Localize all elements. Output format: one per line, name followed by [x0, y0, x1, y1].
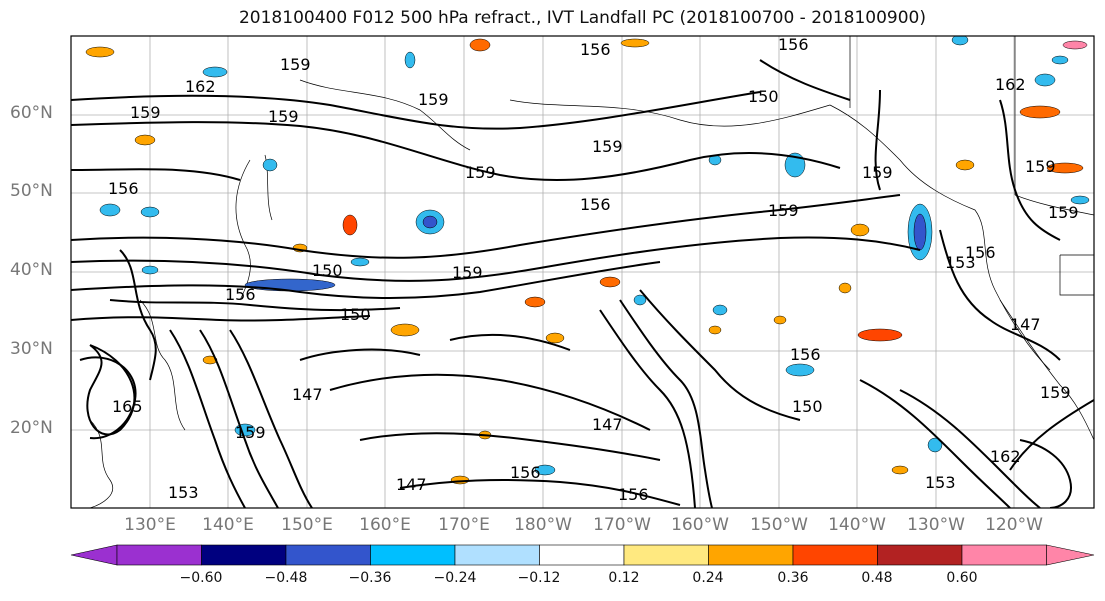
lat-label-20n: 20°N — [10, 418, 53, 438]
contour-label: 159 — [768, 201, 799, 220]
colorbar-tick-label: −0.36 — [348, 570, 392, 586]
contour-label: 156 — [965, 243, 996, 262]
contour-label: 156 — [225, 285, 256, 304]
contour-label: 150 — [792, 397, 823, 416]
contour-label: 153 — [168, 483, 199, 502]
contour-label: 147 — [396, 475, 427, 494]
colorbar-segment — [623, 544, 709, 566]
colorbar-tick-label: −0.24 — [433, 570, 477, 586]
contour-label: 156 — [580, 40, 611, 59]
colorbar-segment — [792, 544, 878, 566]
contour-label: 153 — [945, 253, 976, 272]
colorbar — [70, 544, 1095, 566]
map-title: 2018100400 F012 500 hPa refract., IVT La… — [238, 8, 926, 28]
colorbar-tick-label: −0.60 — [179, 570, 223, 586]
colorbar-tick-label: −0.12 — [517, 570, 561, 586]
colorbar-segment — [877, 544, 963, 566]
contour-label: 159 — [1025, 157, 1056, 176]
contour-label: 159 — [1040, 383, 1071, 402]
contour-label: 156 — [618, 485, 649, 504]
colorbar-tick-label: 0.48 — [861, 570, 893, 586]
colorbar-segment — [70, 544, 118, 566]
contour-label: 153 — [925, 473, 956, 492]
lat-label-60n: 60°N — [10, 103, 53, 123]
lon-label-160w: 160°W — [671, 515, 729, 535]
colorbar-segment — [1046, 544, 1095, 566]
contour-label: 159 — [280, 55, 311, 74]
lon-label-120w: 120°W — [985, 515, 1043, 535]
contour-label: 147 — [1010, 315, 1041, 334]
lon-label-130e: 130°E — [124, 515, 176, 535]
height-contours — [71, 59, 1094, 508]
contour-label: 159 — [1048, 203, 1079, 222]
contour-label: 159 — [592, 137, 623, 156]
lon-label-170w: 170°W — [593, 515, 651, 535]
colorbar-tick-label: 0.12 — [608, 570, 640, 586]
lat-label-30n: 30°N — [10, 339, 53, 359]
colorbar-segment — [285, 544, 371, 566]
contour-label: 159 — [418, 90, 449, 109]
contour-label: 159 — [465, 163, 496, 182]
positive-anomaly-fills — [85, 38, 1088, 485]
colorbar-segment — [116, 544, 202, 566]
lon-label-140e: 140°E — [202, 515, 254, 535]
colorbar-tick-label: 0.24 — [692, 570, 724, 586]
colorbar-segment — [961, 544, 1047, 566]
contour-label: 159 — [130, 103, 161, 122]
contour-label: 147 — [592, 415, 623, 434]
colorbar-tick-label: −0.48 — [264, 570, 308, 586]
map-frame — [70, 35, 1095, 509]
colorbar-segment — [539, 544, 625, 566]
lon-label-180w: 180°W — [514, 515, 572, 535]
lon-label-150e: 150°E — [281, 515, 333, 535]
colorbar-segment — [708, 544, 794, 566]
colorbar-segment — [370, 544, 456, 566]
contour-label: 150 — [312, 261, 343, 280]
colorbar-tick-label: 0.36 — [777, 570, 809, 586]
colorbar-segment — [201, 544, 287, 566]
contour-label: 159 — [452, 263, 483, 282]
contour-label: 156 — [510, 463, 541, 482]
lat-label-40n: 40°N — [10, 260, 53, 280]
contour-labels: 159 162 159 159 159 156 159 156 150 156 … — [108, 35, 1079, 504]
lat-label-50n: 50°N — [10, 181, 53, 201]
contour-label: 156 — [778, 35, 809, 54]
contour-label: 156 — [108, 179, 139, 198]
lon-label-130w: 130°W — [907, 515, 965, 535]
contour-label: 150 — [340, 305, 371, 324]
contour-label: 165 — [112, 397, 143, 416]
lon-label-160e: 160°E — [359, 515, 411, 535]
contour-label: 159 — [235, 423, 266, 442]
lon-label-150w: 150°W — [750, 515, 808, 535]
coastlines — [89, 36, 1094, 508]
contour-label: 162 — [185, 77, 216, 96]
lon-label-170e: 170°E — [438, 515, 490, 535]
colorbar-segment — [454, 544, 540, 566]
colorbar-tick-label: 0.60 — [946, 570, 978, 586]
gridlines — [71, 36, 1094, 508]
contour-label: 159 — [268, 107, 299, 126]
contour-label: 162 — [995, 75, 1026, 94]
contour-label: 147 — [292, 385, 323, 404]
map-panel: 159 162 159 159 159 156 159 156 150 156 … — [71, 35, 1094, 508]
lon-label-140w: 140°W — [828, 515, 886, 535]
contour-label: 162 — [990, 447, 1021, 466]
contour-label: 156 — [790, 345, 821, 364]
contour-label: 150 — [748, 87, 779, 106]
contour-label: 156 — [580, 195, 611, 214]
contour-label: 159 — [862, 163, 893, 182]
